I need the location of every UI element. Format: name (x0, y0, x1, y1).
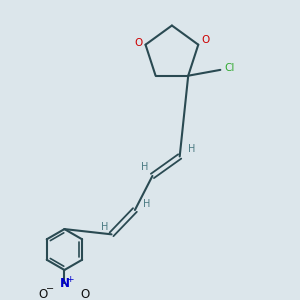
Text: −: − (46, 284, 54, 294)
Text: H: H (141, 162, 149, 172)
Text: O: O (202, 35, 210, 45)
Text: N: N (59, 278, 69, 290)
Text: Cl: Cl (224, 63, 235, 74)
Text: H: H (143, 199, 150, 208)
Text: O: O (81, 288, 90, 300)
Text: +: + (66, 275, 74, 284)
Text: O: O (39, 288, 48, 300)
Text: H: H (100, 222, 108, 232)
Text: O: O (134, 38, 142, 48)
Text: H: H (188, 144, 195, 154)
